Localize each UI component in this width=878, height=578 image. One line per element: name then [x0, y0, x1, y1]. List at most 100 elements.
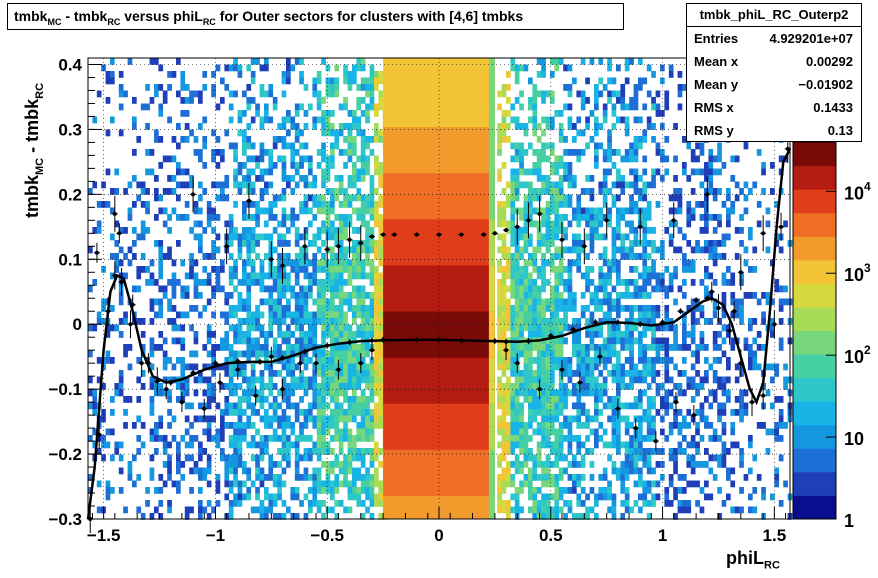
heat-cell — [611, 324, 617, 332]
heat-cell — [286, 344, 291, 351]
heat-cell — [277, 285, 282, 293]
heat-cell — [228, 467, 234, 475]
heat-cell — [532, 454, 538, 462]
heat-cell — [708, 272, 714, 280]
heat-cell — [770, 324, 775, 332]
heat-cell — [545, 90, 551, 98]
heat-cell — [180, 461, 186, 468]
heat-cell — [374, 162, 379, 169]
heat-cell — [338, 259, 344, 267]
heat-cell — [215, 64, 221, 72]
heat-cell — [198, 441, 203, 449]
heat-cell — [171, 337, 177, 345]
heat-cell — [514, 402, 520, 410]
heat-cell — [558, 506, 564, 514]
heat-cell — [360, 428, 366, 436]
heat-cell — [198, 194, 203, 202]
profile-lower-point — [749, 400, 754, 405]
heat-cell — [743, 474, 749, 481]
heat-cell — [523, 448, 529, 455]
heat-cell — [497, 201, 502, 208]
heat-cell — [250, 350, 256, 358]
heat-cell — [642, 435, 648, 442]
heat-cell — [202, 415, 208, 423]
heat-cell — [770, 259, 775, 267]
heat-cell — [132, 97, 137, 104]
heat-cell — [378, 71, 384, 78]
heat-cell — [536, 396, 542, 403]
heat-cell — [374, 123, 379, 130]
heat-cell — [712, 188, 718, 195]
heat-cell — [374, 363, 379, 371]
heat-cell — [734, 194, 740, 202]
heat-cell — [558, 129, 564, 137]
heat-cell — [294, 493, 300, 501]
heat-cell — [347, 344, 353, 351]
heat-cell — [541, 181, 546, 189]
heat-cell — [312, 194, 318, 202]
heat-cell — [611, 350, 617, 358]
heat-cell — [312, 214, 318, 221]
heat-cell — [576, 337, 582, 345]
heat-cell — [528, 233, 533, 241]
heat-cell — [352, 344, 357, 351]
heat-cell — [145, 487, 150, 494]
heat-cell — [690, 337, 696, 345]
heat-cell — [114, 188, 120, 195]
heat-cell — [360, 77, 366, 85]
heat-cell — [690, 350, 696, 358]
heat-cell — [198, 376, 203, 384]
heat-cell — [589, 279, 595, 286]
heat-cell — [374, 279, 379, 286]
heat-cell — [246, 123, 252, 130]
heat-cell — [233, 227, 238, 234]
heat-cell — [246, 311, 252, 319]
heat-cell — [246, 337, 252, 345]
heat-cell — [360, 448, 366, 455]
heat-cell — [585, 116, 590, 124]
heat-cell — [242, 428, 247, 436]
heat-cell — [501, 441, 507, 449]
heat-cell — [268, 84, 274, 91]
heat-cell — [594, 409, 599, 416]
scatter-point — [202, 406, 207, 411]
heat-cell — [554, 194, 560, 202]
heat-cell — [580, 129, 586, 137]
heat-cell — [699, 376, 705, 384]
heat-cell — [602, 493, 608, 501]
heat-cell — [184, 506, 190, 514]
heat-cell — [343, 136, 348, 143]
heat-cell — [259, 142, 265, 150]
heat-cell — [259, 454, 265, 462]
heat-cell — [365, 84, 370, 91]
heat-cell — [633, 402, 639, 410]
heat-cell — [497, 318, 502, 325]
heat-cell — [580, 461, 586, 468]
heat-cell — [686, 214, 692, 221]
heat-cell — [356, 422, 362, 429]
heat-cell — [316, 487, 322, 494]
heat-cell — [523, 168, 529, 176]
heat-cell — [303, 435, 309, 442]
heat-cell — [629, 337, 634, 345]
heat-cell — [748, 188, 753, 195]
heat-cell — [589, 428, 595, 436]
heat-cell — [145, 84, 150, 91]
heat-cell — [506, 220, 511, 228]
heat-cell — [528, 201, 533, 208]
heat-cell — [281, 71, 287, 78]
heat-cell — [611, 240, 617, 247]
heat-cell — [189, 441, 194, 449]
heat-cell — [352, 402, 357, 410]
heat-cell — [255, 324, 260, 332]
heat-cell — [532, 402, 538, 410]
heat-cell — [224, 318, 230, 325]
heat-cell — [550, 123, 555, 130]
heat-cell — [242, 376, 247, 384]
heat-cell — [286, 214, 291, 221]
heat-cell — [585, 370, 590, 377]
heat-cell — [352, 207, 357, 215]
heat-cell — [620, 116, 626, 124]
heat-cell — [580, 474, 586, 481]
heat-cell — [528, 214, 533, 221]
